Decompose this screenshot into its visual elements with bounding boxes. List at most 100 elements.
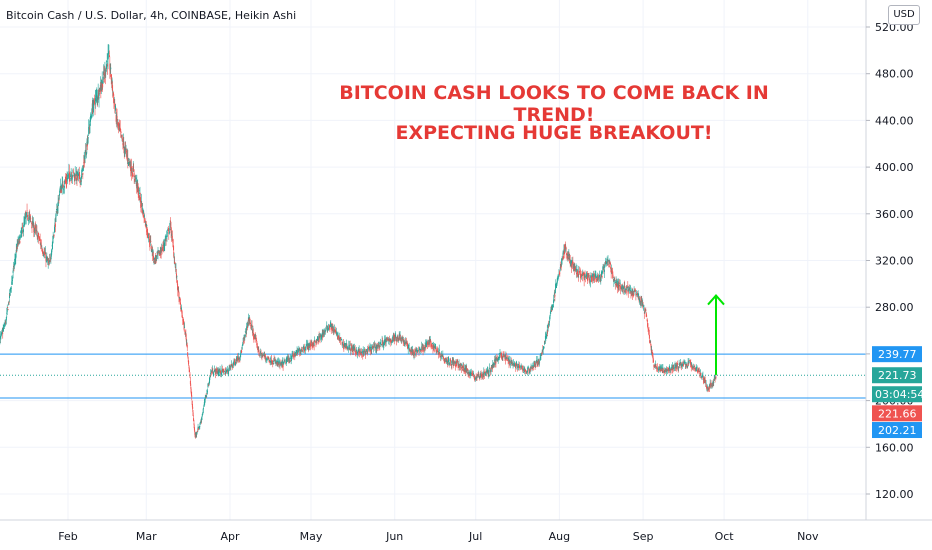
candle-body: [502, 356, 504, 358]
candle-body: [458, 366, 460, 368]
candle-body: [527, 368, 529, 369]
candle-body: [550, 308, 552, 310]
candle-body: [537, 359, 539, 362]
candle-body: [83, 156, 85, 159]
candle-body: [417, 351, 419, 353]
candle-body: [246, 323, 248, 325]
candle-body: [200, 421, 202, 422]
candle-body: [601, 273, 603, 275]
candle-body: [482, 375, 484, 377]
candle-body: [241, 351, 243, 353]
candle-body: [708, 386, 710, 388]
time-axis[interactable]: Feb Mar Apr May Jun Jul Aug Sep Oct Nov: [58, 530, 819, 543]
candle-body: [339, 337, 341, 339]
candle-body: [637, 293, 639, 297]
candle-body: [648, 329, 650, 332]
candle-body: [42, 251, 44, 254]
candle-body: [47, 260, 49, 262]
candle-body: [639, 298, 641, 301]
candle-body: [411, 352, 413, 354]
candle-body: [300, 350, 302, 351]
candle-body: [48, 261, 50, 263]
candle-body: [90, 117, 92, 118]
candle-body: [82, 172, 84, 175]
candle-body: [565, 245, 567, 247]
candle-body: [551, 310, 553, 311]
price-tick-label: 400.00: [875, 161, 914, 174]
candle-body: [489, 367, 491, 369]
candle-body: [610, 270, 612, 273]
candle-body: [327, 329, 329, 331]
candle-body: [423, 347, 425, 350]
candle-body: [160, 252, 162, 254]
currency-button[interactable]: USD: [888, 5, 920, 25]
candle-body: [425, 346, 427, 349]
candle-body: [611, 268, 613, 270]
candle-body: [225, 370, 227, 372]
candle-body: [163, 245, 165, 247]
candle-body: [242, 344, 244, 346]
candle-body: [422, 346, 424, 351]
candle-body: [209, 376, 211, 378]
candle-body: [160, 254, 162, 256]
candle-body: [349, 344, 351, 347]
candle-body: [697, 368, 699, 371]
candle-body: [262, 354, 264, 356]
candle-body: [93, 99, 95, 105]
candle-body: [668, 369, 670, 371]
candle-body: [266, 358, 268, 360]
candle-body: [278, 363, 280, 365]
candle-body: [338, 337, 340, 339]
candle-body: [45, 252, 46, 254]
candle-body: [77, 173, 79, 176]
candle-body: [448, 360, 450, 361]
candle-body: [536, 361, 538, 363]
candle-body: [544, 340, 546, 345]
candle-body: [390, 340, 392, 343]
candle-body: [95, 94, 97, 96]
candle-body: [483, 371, 485, 372]
candle-body: [518, 364, 520, 365]
candle-body: [398, 338, 400, 340]
time-tick-label: Jun: [385, 530, 403, 543]
candle-body: [59, 186, 61, 188]
candle-body: [651, 349, 653, 351]
candle-body: [660, 366, 662, 369]
candle-body: [172, 240, 174, 243]
candle-body: [625, 288, 627, 290]
candle-body: [688, 360, 690, 361]
candle-body: [252, 332, 254, 336]
candle-body: [714, 376, 716, 378]
candle-body: [410, 350, 412, 351]
candle-body: [250, 325, 252, 326]
candle-body: [320, 337, 322, 339]
candle-body: [102, 83, 104, 88]
candle-body: [530, 369, 532, 370]
candle-body: [348, 347, 350, 350]
candle-body: [633, 290, 635, 293]
candle-body: [589, 280, 591, 282]
candle-body: [125, 147, 127, 149]
candle-body: [651, 350, 653, 352]
candle-body: [570, 263, 572, 265]
candle-body: [220, 370, 222, 374]
candle-body: [472, 373, 474, 375]
candle-body: [301, 350, 303, 352]
candle-body: [275, 360, 277, 363]
candle-body: [64, 181, 66, 182]
candle-body: [469, 372, 471, 375]
candle-body: [436, 350, 438, 352]
candle-body: [617, 285, 619, 289]
candle-body: [416, 351, 418, 354]
candle-body: [7, 307, 9, 308]
candle-body: [487, 371, 489, 375]
candle-body: [616, 282, 618, 287]
candle-body: [681, 365, 683, 367]
candle-body: [635, 293, 637, 296]
candle-body: [192, 406, 194, 410]
candle-body: [23, 222, 25, 227]
candle-body: [661, 367, 663, 370]
arrow-head: [707, 294, 725, 306]
candle-body: [30, 221, 32, 223]
